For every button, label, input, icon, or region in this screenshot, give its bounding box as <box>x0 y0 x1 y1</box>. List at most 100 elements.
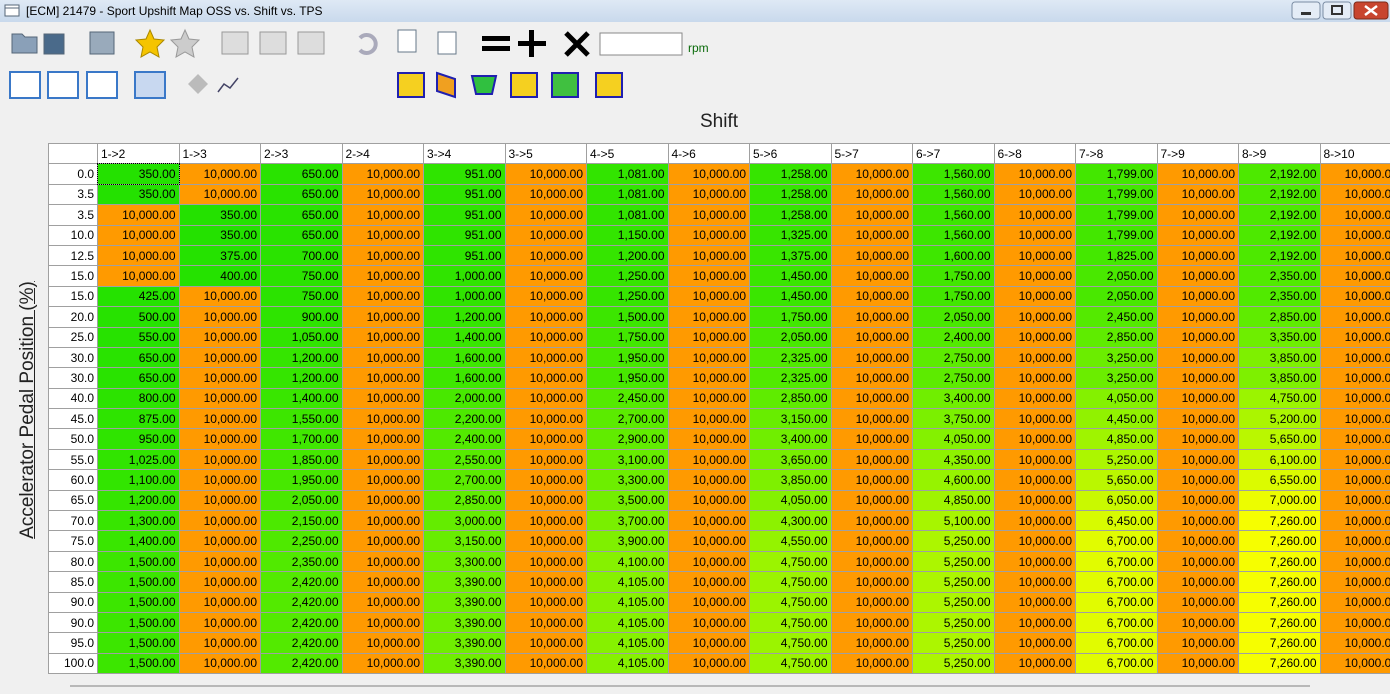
cell: 4,750.00 <box>749 652 832 674</box>
cell: 4,105.00 <box>586 591 669 613</box>
cell: 10,000.00 <box>504 204 587 226</box>
cell: 10,000.00 <box>341 571 424 593</box>
cell: 7,260.00 <box>1238 632 1321 654</box>
cell: 10,000.00 <box>667 448 750 471</box>
cell: 10,000.00 <box>504 183 587 206</box>
cell: 10,000.00 <box>504 326 587 348</box>
cell: 3,400.00 <box>912 387 995 410</box>
column-header: 5->6 <box>749 143 832 165</box>
window-controls[interactable] <box>1290 0 1390 22</box>
cell: 1,150.00 <box>586 224 669 246</box>
cell: 10,000.00 <box>504 244 587 267</box>
row-header: 65.0 <box>48 489 98 512</box>
cell: 6,700.00 <box>1075 550 1158 573</box>
scrollbar[interactable] <box>70 685 1310 687</box>
column-header: 2->3 <box>260 143 343 165</box>
row-header: 50.0 <box>48 428 98 450</box>
cell: 650.00 <box>260 224 343 246</box>
cell: 10,000.00 <box>993 428 1076 450</box>
cell: 951.00 <box>423 183 506 206</box>
cell: 1,560.00 <box>912 224 995 246</box>
cell: 10,000.00 <box>178 632 261 654</box>
cell: 4,105.00 <box>586 652 669 674</box>
cell: 10,000.00 <box>178 510 261 532</box>
cell: 6,700.00 <box>1075 652 1158 674</box>
table-row: 75.0 1,400.00 10,000.00 2,250.00 10,000.00 3,… <box>48 530 1390 552</box>
cell: 10,000.00 <box>341 611 424 634</box>
cell: 10,000.00 <box>667 387 750 410</box>
row-header: 3.5 <box>48 183 98 206</box>
cell: 951.00 <box>423 204 506 226</box>
column-header: 7->9 <box>1156 143 1239 165</box>
cell: 2,192.00 <box>1238 224 1321 246</box>
cell: 10,000.00 <box>97 204 180 226</box>
table-row: 30.0 650.00 10,000.00 1,200.00 10,000.00 1,60… <box>48 367 1390 389</box>
cell: 10,000.00 <box>830 265 913 287</box>
cell: 10,000.00 <box>667 346 750 369</box>
row-header: 20.0 <box>48 306 98 328</box>
cell: 10,000.00 <box>993 387 1076 410</box>
row-header: 0.0 <box>48 163 98 185</box>
cell: 10,000.00 <box>830 448 913 471</box>
cell: 7,260.00 <box>1238 591 1321 613</box>
cell: 10,000.00 <box>504 306 587 328</box>
cell: 10,000.00 <box>178 285 261 308</box>
cell: 1,400.00 <box>97 530 180 552</box>
cell: 10,000.00 <box>1319 510 1390 532</box>
cell: 1,560.00 <box>912 204 995 226</box>
cell: 10,000.00 <box>667 591 750 613</box>
cell: 10,000.00 <box>993 632 1076 654</box>
table-row: 85.0 1,500.00 10,000.00 2,420.00 10,000.00 3,… <box>48 571 1390 593</box>
toolbar[interactable] <box>0 22 1390 102</box>
cell: 10,000.00 <box>504 346 587 369</box>
cell: 1,200.00 <box>423 306 506 328</box>
cell: 10,000.00 <box>341 469 424 491</box>
cell: 3,650.00 <box>749 448 832 471</box>
table-row: 3.5 10,000.00 350.00 650.00 10,000.00 951.00 1… <box>48 204 1390 226</box>
cell: 10,000.00 <box>504 550 587 573</box>
cell: 1,600.00 <box>423 367 506 389</box>
cell: 4,850.00 <box>912 489 995 512</box>
cell: 10,000.00 <box>504 387 587 410</box>
cell: 2,250.00 <box>260 530 343 552</box>
cell: 1,400.00 <box>423 326 506 348</box>
cell: 2,192.00 <box>1238 163 1321 185</box>
cell: 10,000.00 <box>341 510 424 532</box>
cell: 10,000.00 <box>1156 306 1239 328</box>
cell: 1,200.00 <box>260 367 343 389</box>
cell: 4,750.00 <box>749 632 832 654</box>
cell: 10,000.00 <box>667 285 750 308</box>
cell: 4,050.00 <box>749 489 832 512</box>
cell: 1,950.00 <box>586 367 669 389</box>
cell: 10,000.00 <box>341 448 424 471</box>
cell: 10,000.00 <box>830 611 913 634</box>
cell: 10,000.00 <box>993 224 1076 246</box>
cell: 7,260.00 <box>1238 652 1321 674</box>
cell: 1,799.00 <box>1075 183 1158 206</box>
cell: 650.00 <box>97 346 180 369</box>
cell: 4,550.00 <box>749 530 832 552</box>
cell: 1,750.00 <box>912 285 995 308</box>
cell: 2,050.00 <box>1075 265 1158 287</box>
cell: 3,250.00 <box>1075 367 1158 389</box>
cell: 2,450.00 <box>586 387 669 410</box>
cell: 10,000.00 <box>341 408 424 430</box>
row-header: 90.0 <box>48 591 98 613</box>
cell: 10,000.00 <box>667 489 750 512</box>
cell: 10,000.00 <box>667 510 750 532</box>
cell: 2,700.00 <box>586 408 669 430</box>
row-header: 60.0 <box>48 469 98 491</box>
cell: 10,000.00 <box>178 428 261 450</box>
cell: 10,000.00 <box>993 408 1076 430</box>
cell: 10,000.00 <box>504 591 587 613</box>
cell: 10,000.00 <box>667 571 750 593</box>
cell: 4,750.00 <box>749 571 832 593</box>
cell: 10,000.00 <box>830 591 913 613</box>
cell: 10,000.00 <box>993 285 1076 308</box>
row-header: 30.0 <box>48 346 98 369</box>
cell: 1,450.00 <box>749 265 832 287</box>
cell: 2,420.00 <box>260 632 343 654</box>
cell: 10,000.00 <box>341 224 424 246</box>
cell: 10,000.00 <box>667 306 750 328</box>
cell: 10,000.00 <box>341 183 424 206</box>
